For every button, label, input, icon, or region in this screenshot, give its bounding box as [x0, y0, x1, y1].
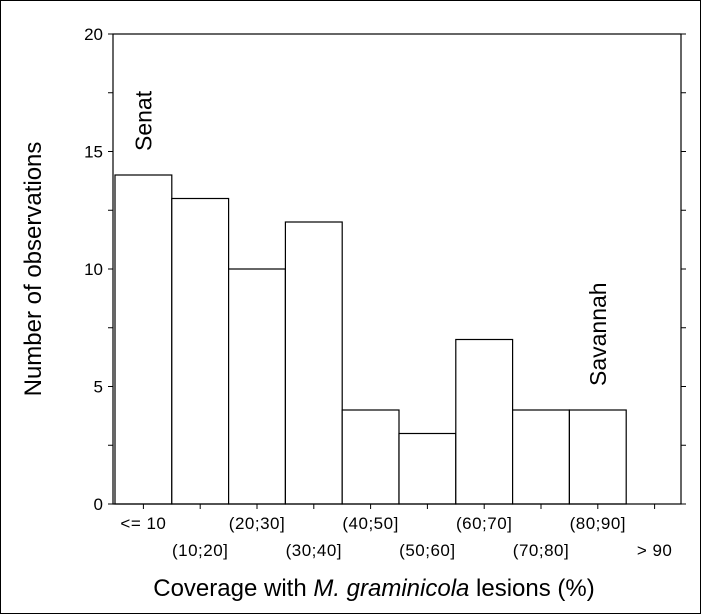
x-tick-label: (20;30] — [229, 514, 285, 533]
bar-8 — [568, 409, 627, 505]
bar-7 — [512, 409, 571, 505]
x-axis-label: Coverage with M. graminicola lesions (%) — [153, 575, 595, 602]
x-axis-label-species: M. graminicola — [313, 575, 469, 602]
bar-5 — [398, 432, 457, 505]
y-tick-label: 15 — [84, 143, 103, 162]
y-axis-label: Number of observations — [20, 142, 47, 397]
bar-3 — [284, 221, 343, 505]
x-axis-label-suffix: lesions (%) — [469, 575, 594, 602]
x-tick-label: (30;40] — [286, 541, 342, 560]
y-tick-label: 10 — [84, 260, 103, 279]
y-tick-label: 0 — [94, 495, 103, 514]
bar-4 — [341, 409, 400, 505]
x-tick-label: (70;80] — [513, 541, 569, 560]
x-tick-label: (40;50] — [342, 514, 398, 533]
x-axis-label-prefix: Coverage with — [153, 575, 313, 602]
annotation-label: Savannah — [585, 282, 611, 386]
annotation-label: Senat — [130, 90, 156, 151]
y-tick-label: 20 — [84, 25, 103, 44]
bar-1 — [171, 197, 230, 505]
x-tick-label: (60;70] — [456, 514, 512, 533]
x-tick-label: <= 10 — [120, 514, 166, 533]
bars-layer — [114, 174, 627, 505]
x-tick-label: (80;90] — [570, 514, 626, 533]
x-tick-label: (50;60] — [399, 541, 455, 560]
y-tick-label: 5 — [94, 378, 103, 397]
x-axis-ticks: <= 10 (10;20](20;30](30;40](40;50](50;60]… — [120, 504, 672, 560]
annotations-layer: Senat Savannah — [130, 90, 610, 386]
x-tick-label: (10;20] — [172, 541, 228, 560]
bar-2 — [228, 268, 287, 505]
bar-0 — [114, 174, 173, 505]
bar-6 — [455, 338, 514, 505]
x-tick-label: > 90 — [637, 541, 673, 560]
y-axis-ticks: 0 5 10 15 20 — [84, 25, 686, 514]
